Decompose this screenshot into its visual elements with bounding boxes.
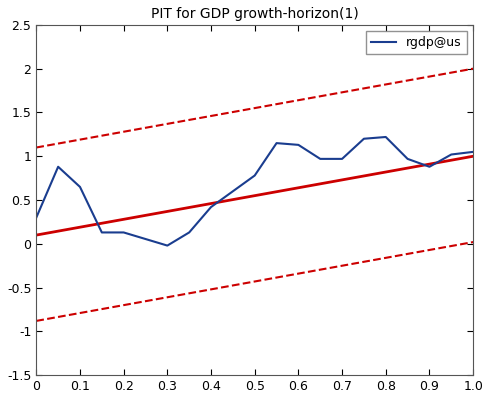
rgdp@us bbox=[426, 164, 432, 169]
rgdp@us bbox=[99, 230, 105, 235]
rgdp@us bbox=[186, 230, 192, 235]
rgdp@us bbox=[208, 205, 214, 210]
rgdp@us bbox=[55, 164, 61, 169]
rgdp@us bbox=[295, 142, 301, 147]
rgdp@us bbox=[252, 173, 258, 178]
rgdp@us bbox=[165, 243, 171, 248]
rgdp@us bbox=[470, 150, 476, 154]
rgdp@us bbox=[448, 152, 454, 157]
rgdp@us bbox=[77, 184, 83, 189]
rgdp@us bbox=[121, 230, 126, 235]
rgdp@us bbox=[383, 134, 389, 139]
Legend: rgdp@us: rgdp@us bbox=[366, 31, 467, 54]
rgdp@us bbox=[361, 136, 367, 141]
rgdp@us bbox=[405, 156, 411, 161]
rgdp@us bbox=[33, 215, 39, 220]
rgdp@us bbox=[318, 156, 323, 161]
rgdp@us bbox=[273, 141, 279, 146]
Line: rgdp@us: rgdp@us bbox=[36, 137, 473, 246]
rgdp@us bbox=[339, 156, 345, 161]
Title: PIT for GDP growth-horizon(1): PIT for GDP growth-horizon(1) bbox=[151, 7, 359, 21]
